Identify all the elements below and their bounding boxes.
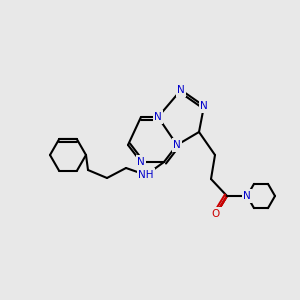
Text: N: N <box>200 101 208 111</box>
Text: O: O <box>212 209 220 219</box>
Text: N: N <box>173 140 181 150</box>
Text: N: N <box>137 157 145 167</box>
Text: N: N <box>154 112 162 122</box>
Text: N: N <box>243 191 251 201</box>
Text: NH: NH <box>138 170 154 180</box>
Text: N: N <box>177 85 185 95</box>
